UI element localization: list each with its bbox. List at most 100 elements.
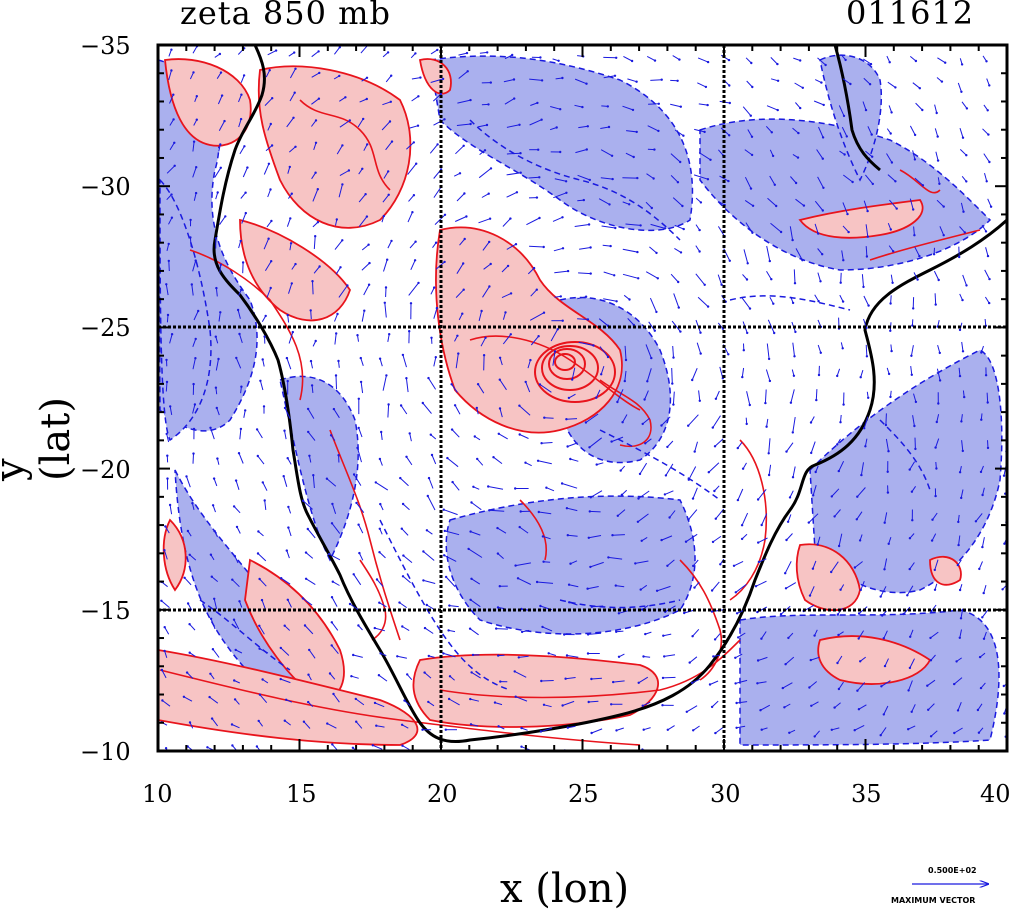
wind-vector-head: [190, 283, 193, 286]
wind-vector-head: [341, 183, 344, 186]
wind-vector-head: [165, 380, 169, 384]
wind-vector: [856, 511, 863, 520]
wind-vector: [635, 560, 649, 564]
wind-vector-head: [230, 723, 234, 726]
wind-vector: [352, 747, 358, 751]
wind-vector: [363, 284, 370, 296]
wind-vector-head: [211, 504, 215, 507]
wind-vector-head: [358, 551, 361, 555]
wind-vector-head: [845, 135, 848, 138]
wind-vector-head: [232, 618, 236, 621]
wind-vector-head: [635, 80, 638, 83]
wind-vector: [164, 626, 170, 635]
wind-vector-head: [301, 499, 305, 502]
wind-vector-head: [539, 56, 542, 59]
wind-vector-head: [889, 302, 892, 305]
wind-vector-head: [956, 563, 960, 567]
wind-vector-head: [666, 728, 669, 731]
wind-vector: [571, 367, 576, 380]
wind-vector: [834, 702, 841, 708]
wind-vector-head: [660, 78, 663, 81]
wind-vector: [590, 561, 604, 568]
wind-vector: [688, 466, 697, 480]
wind-vector-head: [841, 347, 844, 350]
wind-vector: [553, 192, 567, 199]
wind-vector: [527, 267, 535, 275]
wind-vector: [840, 272, 842, 283]
wind-vector: [930, 730, 938, 737]
wind-vector-head: [379, 502, 382, 506]
wind-vector: [313, 142, 317, 151]
wind-vector-head: [666, 564, 669, 567]
wind-vector-head: [985, 60, 988, 63]
wind-vector: [422, 402, 432, 414]
wind-vector-head: [977, 731, 981, 734]
wind-vector-head: [511, 53, 514, 57]
wind-vector: [792, 342, 795, 357]
wind-vector-head: [399, 476, 402, 480]
wind-vector-head: [989, 205, 993, 208]
wind-vector: [650, 223, 666, 229]
wind-vector: [887, 81, 896, 88]
wind-vector: [165, 381, 168, 392]
wind-vector: [502, 312, 506, 320]
wind-vector-head: [1014, 155, 1016, 157]
wind-vector: [1009, 178, 1016, 186]
wind-vector: [911, 704, 916, 713]
wind-vector-head: [450, 428, 454, 431]
wind-vector-head: [821, 253, 824, 256]
wind-vector-head: [520, 745, 523, 748]
wind-vector: [959, 629, 962, 638]
wind-vector-head: [646, 380, 649, 383]
wind-vector-head: [163, 649, 166, 653]
wind-vector: [818, 126, 824, 138]
wind-vector-head: [258, 624, 261, 627]
wind-vector-head: [727, 58, 731, 62]
wind-vector-head: [318, 265, 321, 268]
wind-vector: [356, 502, 365, 513]
wind-vector: [986, 392, 989, 403]
wind-vector-head: [516, 577, 520, 580]
wind-vector: [410, 260, 416, 271]
wind-vector: [383, 171, 389, 179]
wind-vector: [263, 238, 270, 250]
wind-vector-head: [821, 209, 824, 212]
wind-vector-head: [316, 188, 319, 191]
wind-vector: [910, 366, 913, 375]
wind-vector-head: [257, 530, 260, 533]
wind-vector-head: [482, 354, 486, 357]
wind-vector-head: [661, 676, 665, 680]
wind-vector-head: [209, 553, 213, 556]
wind-vector-head: [916, 278, 919, 281]
wind-vector-head: [194, 357, 197, 360]
wind-vector-head: [613, 74, 617, 78]
wind-vector: [694, 581, 700, 588]
wind-vector: [646, 173, 654, 179]
wind-vector-head: [600, 373, 603, 376]
wind-vector-head: [541, 625, 544, 629]
wind-vector: [258, 625, 265, 635]
wind-vector-head: [325, 477, 329, 480]
wind-vector-head: [750, 61, 753, 65]
wind-vector-head: [881, 755, 883, 757]
wind-vector-head: [361, 167, 364, 170]
wind-vector-head: [514, 487, 517, 490]
wind-vector-head: [592, 753, 594, 755]
wind-vector: [674, 247, 682, 253]
wind-vector: [387, 334, 390, 342]
wind-vector-head: [760, 637, 763, 640]
wind-vector-head: [587, 700, 590, 704]
wind-vector-head: [518, 123, 521, 127]
wind-vector: [986, 78, 990, 86]
wind-vector-head: [986, 401, 989, 404]
wind-vector: [886, 153, 893, 163]
wind-vector-head: [390, 140, 394, 143]
wind-vector: [162, 700, 171, 707]
wind-vector: [865, 174, 874, 185]
wind-vector: [433, 118, 445, 126]
wind-vector: [575, 149, 587, 154]
wind-vector: [884, 558, 888, 570]
wind-vector: [669, 510, 676, 518]
wind-vector: [164, 526, 170, 534]
wind-vector-head: [214, 237, 218, 240]
